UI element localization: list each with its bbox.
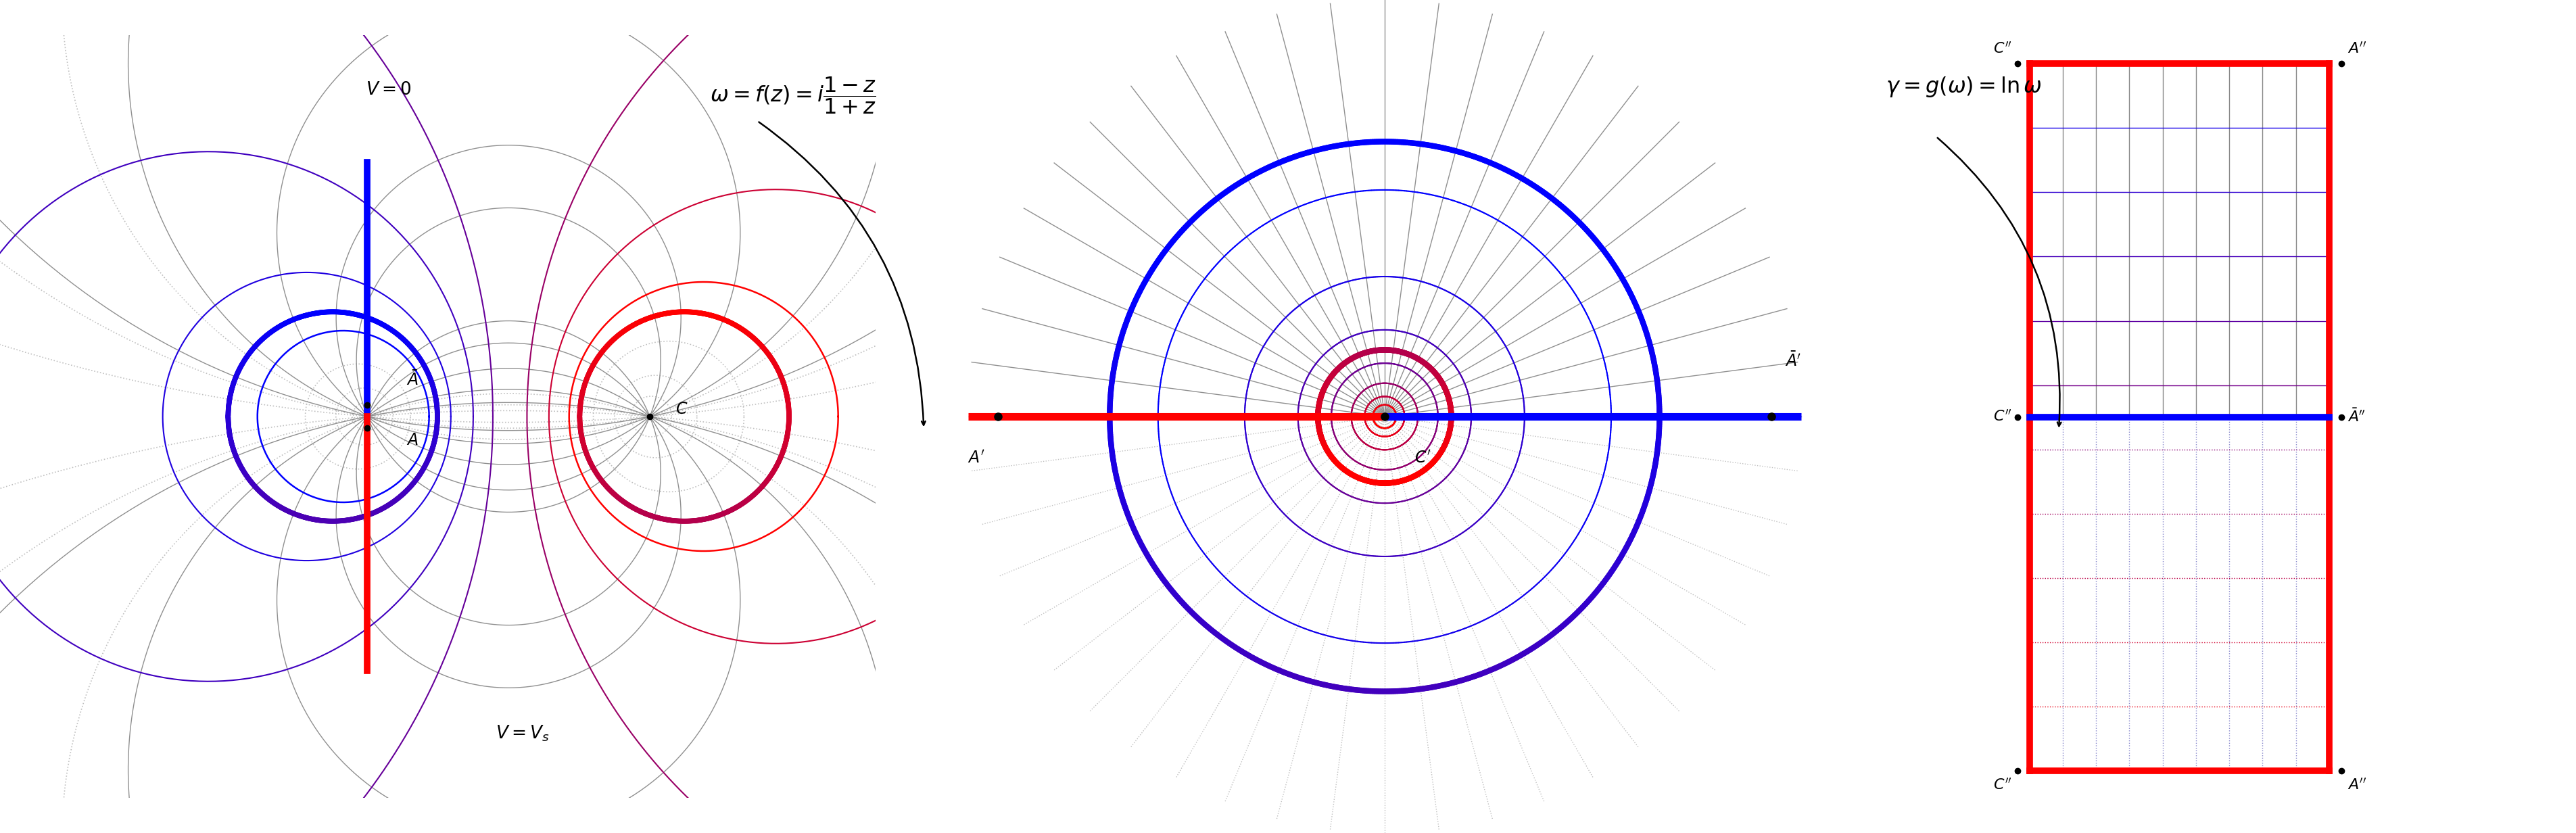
Text: $V=V_s$: $V=V_s$ (495, 724, 549, 743)
Text: $\bar{A}'$: $\bar{A}'$ (1785, 352, 1801, 370)
Text: $A''$: $A''$ (2347, 778, 2367, 793)
Text: $C$: $C$ (675, 402, 688, 417)
Text: $C''$: $C''$ (1994, 778, 2012, 793)
Text: $C''$: $C''$ (1994, 42, 2012, 57)
Text: $V=0$: $V=0$ (366, 81, 412, 97)
Text: $\bar{A}''$: $\bar{A}''$ (2347, 409, 2365, 426)
Text: $\gamma = g(\omega) = \ln \omega$: $\gamma = g(\omega) = \ln \omega$ (1886, 75, 2043, 98)
Text: $C'$: $C'$ (1414, 451, 1432, 466)
Text: $A'$: $A'$ (969, 451, 984, 466)
Text: $\bar{A}$: $\bar{A}$ (407, 371, 417, 389)
Text: $A''$: $A''$ (2347, 42, 2367, 57)
Text: $A$: $A$ (407, 432, 417, 448)
Text: $\omega = f(z) = i\dfrac{1-z}{1+z}$: $\omega = f(z) = i\dfrac{1-z}{1+z}$ (711, 75, 876, 116)
Text: $C''$: $C''$ (1994, 410, 2012, 425)
